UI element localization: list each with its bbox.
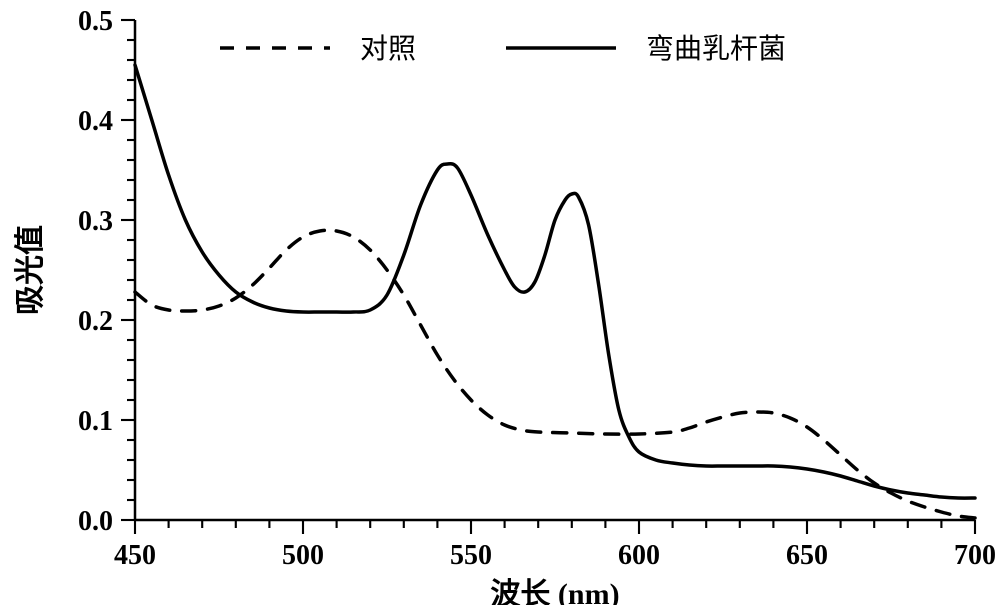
- x-tick-label: 700: [954, 540, 996, 571]
- x-tick-label: 600: [618, 540, 660, 571]
- y-tick-label: 0.4: [78, 106, 113, 137]
- x-tick-label: 450: [114, 540, 156, 571]
- legend-label-control: 对照: [360, 33, 416, 65]
- y-tick-label: 0.1: [78, 406, 113, 437]
- y-tick-label: 0.5: [78, 6, 113, 37]
- x-tick-label: 550: [450, 540, 492, 571]
- y-tick-label: 0.2: [78, 306, 113, 337]
- x-axis-label: 波长 (nm): [490, 578, 619, 605]
- legend-label-lactobacillus: 弯曲乳杆菌: [646, 33, 786, 65]
- chart-svg: 450 500 550 600 650 700 0.0 0.1 0.2 0.3 0.4 0.5 波长 (…: [0, 0, 1000, 605]
- spectrum-chart: 450 500 550 600 650 700 0.0 0.1 0.2 0.3 0.4 0.5 波长 (…: [0, 0, 1000, 605]
- y-tick-label: 0.0: [78, 506, 113, 537]
- x-tick-label: 500: [282, 540, 324, 571]
- y-axis-label: 吸光值: [14, 225, 47, 315]
- x-tick-label: 650: [786, 540, 828, 571]
- y-tick-label: 0.3: [78, 206, 113, 237]
